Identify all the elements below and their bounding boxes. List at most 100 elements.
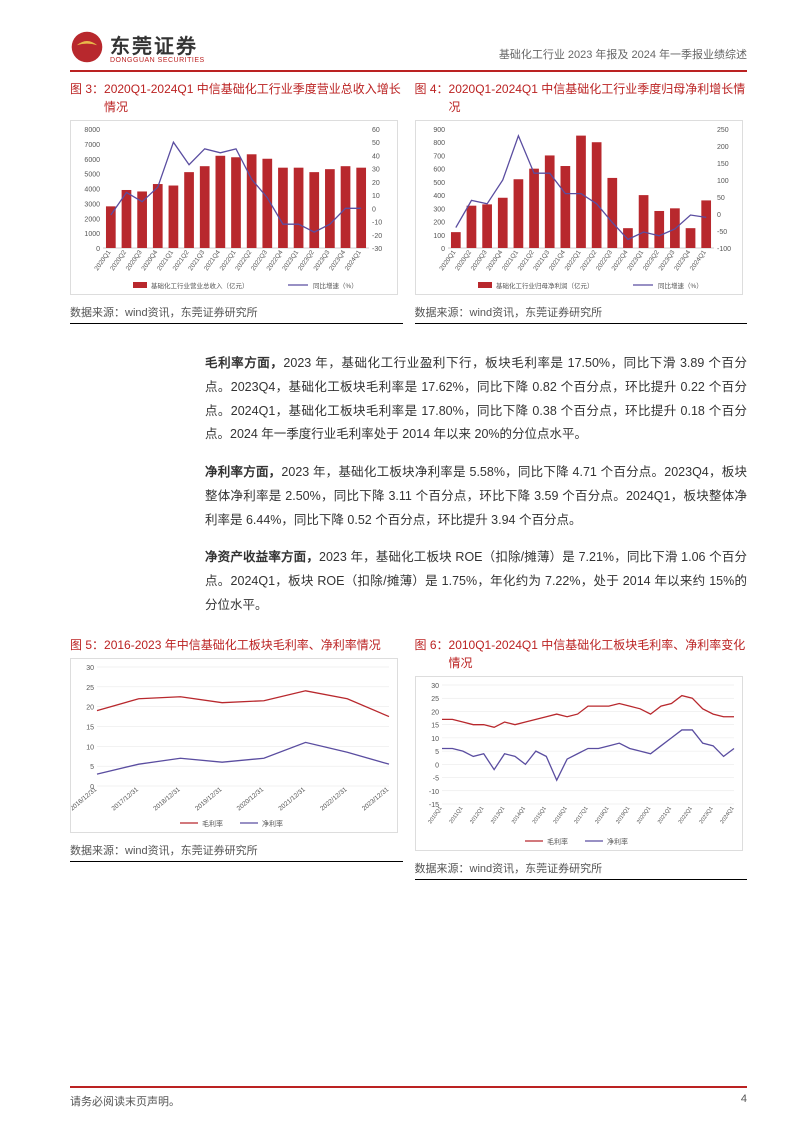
chart-label: 图 3： [70, 80, 104, 116]
svg-text:2017Q1: 2017Q1 [573, 805, 589, 824]
svg-text:-10: -10 [428, 788, 438, 795]
svg-text:25: 25 [86, 684, 94, 691]
logo: 东莞证券 DONGGUAN SECURITIES [70, 30, 205, 64]
svg-text:2014Q1: 2014Q1 [510, 805, 526, 824]
chart-source: 数据来源：wind资讯，东莞证券研究所 [415, 304, 748, 324]
svg-text:500: 500 [433, 180, 445, 187]
p2-bold: 净利率方面， [205, 465, 281, 479]
chart-source: 数据来源：wind资讯，东莞证券研究所 [70, 304, 403, 324]
svg-text:20: 20 [431, 709, 439, 716]
svg-text:8000: 8000 [84, 127, 100, 134]
svg-text:15: 15 [431, 722, 439, 729]
svg-text:2011Q1: 2011Q1 [448, 805, 464, 824]
p3-bold: 净资产收益率方面， [205, 550, 319, 564]
svg-text:同比增速（%）: 同比增速（%） [313, 281, 358, 290]
svg-text:2015Q1: 2015Q1 [531, 805, 547, 824]
svg-text:50: 50 [717, 195, 725, 202]
page-subtitle: 基础化工行业 2023 年报及 2024 年一季报业绩综述 [205, 32, 747, 62]
p2-text: 2023 年，基础化工板块净利率是 5.58%，同比下降 4.71 个百分点。2… [205, 465, 747, 527]
svg-text:100: 100 [717, 178, 729, 185]
svg-text:20: 20 [86, 704, 94, 711]
svg-text:0: 0 [441, 246, 445, 253]
svg-text:30: 30 [86, 665, 94, 672]
svg-text:基础化工行业营业总收入（亿元）: 基础化工行业营业总收入（亿元） [151, 281, 249, 290]
svg-text:2019Q1: 2019Q1 [615, 805, 631, 824]
svg-text:毛利率: 毛利率 [202, 819, 223, 828]
body-text: 毛利率方面，2023 年，基础化工行业盈利下行，板块毛利率是 17.50%，同比… [205, 352, 747, 618]
svg-text:10: 10 [431, 735, 439, 742]
svg-text:200: 200 [433, 220, 445, 227]
svg-text:2022/12/31: 2022/12/31 [319, 785, 349, 812]
svg-text:2000: 2000 [84, 216, 100, 223]
svg-text:2023Q1: 2023Q1 [698, 805, 714, 824]
chart-label: 图 6： [415, 636, 449, 672]
svg-text:20: 20 [372, 180, 380, 187]
svg-text:2022Q1: 2022Q1 [677, 805, 693, 824]
svg-text:700: 700 [433, 153, 445, 160]
svg-text:-30: -30 [372, 246, 382, 253]
svg-text:800: 800 [433, 140, 445, 147]
logo-text: 东莞证券 [110, 30, 205, 59]
chart-4-canvas: 0100200300400500600700800900-100-5005010… [415, 120, 743, 295]
svg-text:-5: -5 [432, 775, 438, 782]
svg-text:-100: -100 [717, 246, 731, 253]
svg-text:2021/12/31: 2021/12/31 [277, 785, 307, 812]
svg-text:2017/12/31: 2017/12/31 [111, 785, 141, 812]
chart-title-text: 2010Q1-2024Q1 中信基础化工板块毛利率、净利率变化情况 [449, 636, 747, 672]
svg-text:4000: 4000 [84, 187, 100, 194]
chart-source: 数据来源：wind资讯，东莞证券研究所 [70, 842, 403, 862]
svg-text:2021Q1: 2021Q1 [656, 805, 672, 824]
svg-text:40: 40 [372, 153, 380, 160]
svg-text:30: 30 [431, 683, 439, 690]
svg-text:2016Q1: 2016Q1 [552, 805, 568, 824]
svg-text:2024Q1: 2024Q1 [719, 805, 735, 824]
svg-text:2018/12/31: 2018/12/31 [152, 785, 182, 812]
svg-text:60: 60 [372, 127, 380, 134]
svg-text:2024Q1: 2024Q1 [344, 249, 363, 272]
svg-text:0: 0 [96, 246, 100, 253]
chart-3-canvas: 010002000300040005000600070008000-30-20-… [70, 120, 398, 295]
svg-text:0: 0 [717, 212, 721, 219]
svg-text:2023/12/31: 2023/12/31 [361, 785, 391, 812]
chart-4: 图 4：2020Q1-2024Q1 中信基础化工行业季度归母净利增长情况 010… [415, 80, 748, 324]
chart-6: 图 6：2010Q1-2024Q1 中信基础化工板块毛利率、净利率变化情况 -1… [415, 636, 748, 880]
chart-5: 图 5：2016-2023 年中信基础化工板块毛利率、净利率情况 0510152… [70, 636, 403, 880]
page-header: 东莞证券 DONGGUAN SECURITIES 基础化工行业 2023 年报及… [70, 30, 747, 72]
svg-text:25: 25 [431, 696, 439, 703]
svg-text:600: 600 [433, 167, 445, 174]
svg-text:2012Q1: 2012Q1 [469, 805, 485, 824]
svg-text:30: 30 [372, 167, 380, 174]
svg-text:毛利率: 毛利率 [547, 837, 568, 846]
svg-text:同比增速（%）: 同比增速（%） [658, 281, 703, 290]
chart-source: 数据来源：wind资讯，东莞证券研究所 [415, 860, 748, 880]
svg-text:净利率: 净利率 [607, 837, 628, 846]
chart-title-text: 2016-2023 年中信基础化工板块毛利率、净利率情况 [104, 636, 402, 654]
svg-text:3000: 3000 [84, 201, 100, 208]
svg-text:2019/12/31: 2019/12/31 [194, 785, 224, 812]
svg-text:基础化工行业归母净利润（亿元）: 基础化工行业归母净利润（亿元） [496, 281, 594, 290]
svg-text:6000: 6000 [84, 157, 100, 164]
svg-text:300: 300 [433, 206, 445, 213]
svg-text:15: 15 [86, 724, 94, 731]
svg-text:2016/12/31: 2016/12/31 [70, 785, 99, 812]
svg-text:净利率: 净利率 [262, 819, 283, 828]
svg-text:50: 50 [372, 140, 380, 147]
svg-text:0: 0 [372, 206, 376, 213]
logo-subtext: DONGGUAN SECURITIES [110, 57, 205, 64]
chart-label: 图 4： [415, 80, 449, 116]
page-footer: 请务必阅读末页声明。 4 [70, 1086, 747, 1109]
svg-text:400: 400 [433, 193, 445, 200]
svg-text:2013Q1: 2013Q1 [490, 805, 506, 824]
chart-6-canvas: -15-10-50510152025302010Q12011Q12012Q120… [415, 676, 743, 851]
chart-5-canvas: 0510152025302016/12/312017/12/312018/12/… [70, 658, 398, 833]
svg-text:2020/12/31: 2020/12/31 [236, 785, 266, 812]
svg-text:-10: -10 [372, 220, 382, 227]
svg-text:250: 250 [717, 127, 729, 134]
svg-text:0: 0 [435, 762, 439, 769]
svg-text:2024Q1: 2024Q1 [688, 249, 707, 272]
svg-text:-50: -50 [717, 229, 727, 236]
svg-text:-20: -20 [372, 233, 382, 240]
svg-text:2020Q1: 2020Q1 [636, 805, 652, 824]
p1-bold: 毛利率方面， [205, 356, 283, 370]
company-logo-icon [70, 30, 104, 64]
